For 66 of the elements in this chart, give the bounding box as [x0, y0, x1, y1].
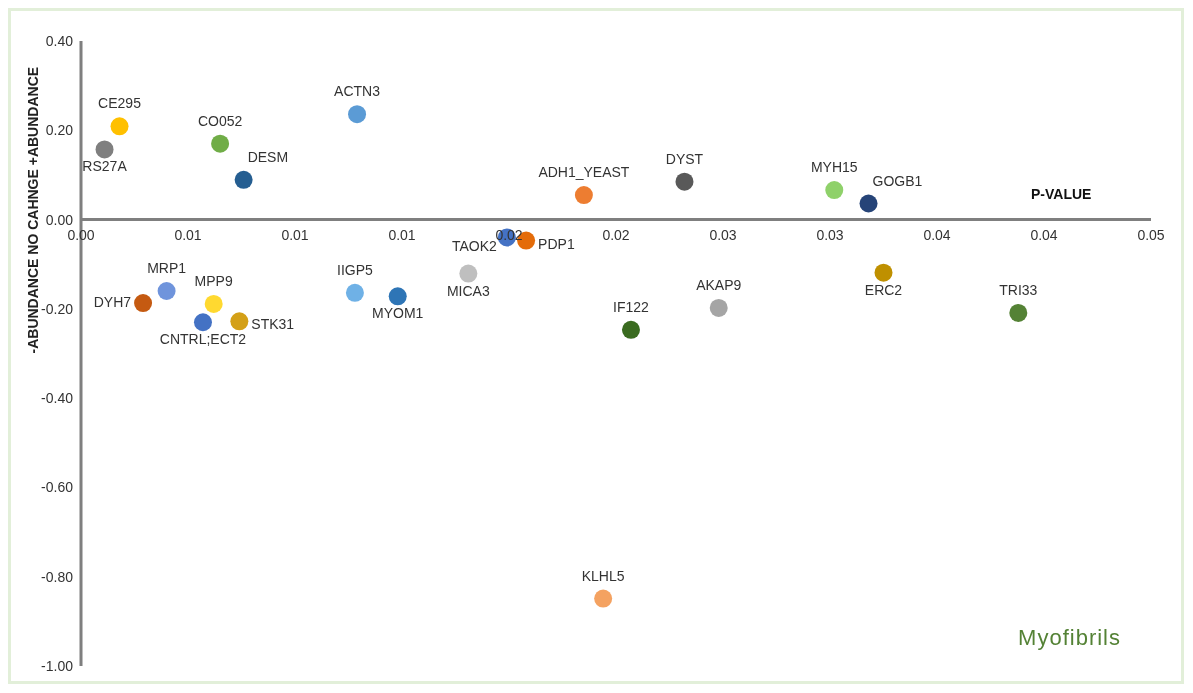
- point: [157, 282, 176, 300]
- point: [388, 287, 407, 306]
- series-label: MPP9: [194, 272, 233, 289]
- point: [230, 312, 249, 331]
- y-tick-label: -1.00: [41, 657, 74, 674]
- point: [874, 263, 893, 282]
- series-label: DYH7: [93, 294, 132, 311]
- series-label: MYH15: [810, 159, 858, 176]
- point: [709, 298, 728, 317]
- x-tick-label: 0.01: [388, 226, 416, 243]
- point: [1009, 303, 1028, 322]
- series-label: MICA3: [446, 282, 490, 299]
- y-tick-label: -0.60: [41, 479, 74, 496]
- series-label: CNTRL;ECT2: [159, 331, 247, 348]
- point: [859, 194, 878, 213]
- point: [594, 589, 613, 608]
- point: [110, 117, 129, 136]
- x-tick-label: 0.01: [281, 226, 309, 243]
- series-label: MYOM1: [372, 305, 424, 322]
- annotation: Myofibrils: [1018, 625, 1121, 651]
- x-tick-label: 0.01: [174, 226, 202, 243]
- series-label: ADH1_YEAST: [538, 164, 630, 181]
- series-label: TAOK2: [451, 238, 498, 255]
- series-label: ACTN3: [334, 83, 381, 100]
- series-label: ERC2: [864, 281, 903, 298]
- x-tick-label: 0.02: [602, 226, 630, 243]
- series-label: STK31: [251, 316, 295, 333]
- series-label: TRI33: [999, 281, 1038, 298]
- y-tick-label: -0.20: [41, 300, 74, 317]
- point: [204, 294, 223, 313]
- x-tick-label: 0.03: [816, 226, 844, 243]
- point: [459, 264, 478, 283]
- series-label: MRP1: [147, 260, 187, 276]
- series-label: DESM: [247, 148, 289, 165]
- series-label: CO052: [197, 112, 243, 129]
- point: [675, 172, 694, 191]
- point: [211, 134, 230, 153]
- x-axis-title: P-VALUE: [1031, 185, 1092, 202]
- x-tick-label: 0.04: [1030, 226, 1058, 243]
- series-label: IF122: [613, 298, 650, 315]
- y-tick-label: -0.40: [41, 390, 74, 407]
- series-label: IIGP5: [337, 261, 374, 278]
- series-label: PDP1: [538, 235, 575, 252]
- series-label: DYST: [665, 150, 704, 167]
- point: [825, 181, 844, 200]
- point: [95, 140, 114, 159]
- series-label: AKAP9: [696, 276, 742, 293]
- series-label: CE295: [98, 95, 142, 112]
- series-label: GOGB1: [872, 172, 923, 189]
- point: [348, 105, 367, 124]
- x-tick-label: 0.03: [709, 226, 737, 243]
- y-axis-title: -ABUNDANCE NO CAHNGE +ABUNDANCE: [24, 66, 41, 354]
- y-tick-label: 0.00: [45, 211, 74, 228]
- series-label: KLHL5: [581, 567, 625, 584]
- y-tick-label: 0.40: [45, 32, 74, 49]
- point: [234, 170, 253, 189]
- point: [621, 320, 640, 339]
- y-tick-label: -0.80: [41, 568, 74, 585]
- y-tick-label: 0.20: [45, 122, 74, 139]
- x-tick-label: 0.05: [1137, 226, 1165, 243]
- point: [345, 283, 364, 302]
- series-label: RS27A: [82, 158, 128, 175]
- point: [134, 294, 153, 313]
- point: [574, 186, 593, 205]
- point: [193, 313, 212, 332]
- x-tick-label: 0.04: [923, 226, 951, 243]
